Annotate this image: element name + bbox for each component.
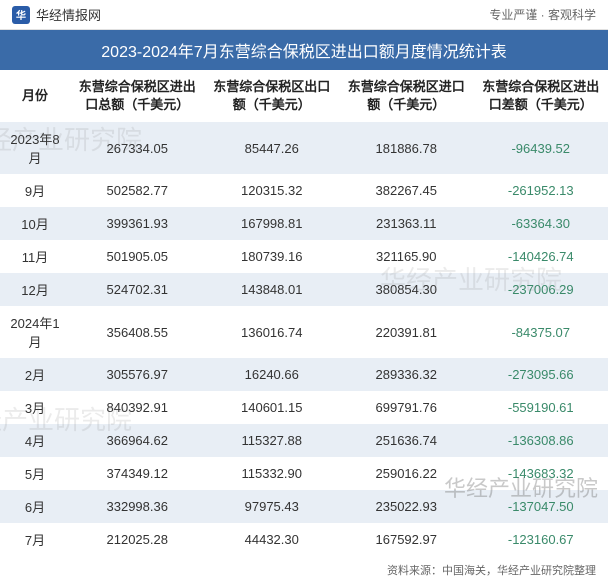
cell-import: 380854.30	[339, 273, 474, 306]
cell-total: 374349.12	[70, 457, 205, 490]
cell-import: 220391.81	[339, 306, 474, 358]
table-row: 5月374349.12115332.90259016.22-143683.32	[0, 457, 608, 490]
table-row: 7月212025.2844432.30167592.97-123160.67	[0, 523, 608, 556]
cell-export: 167998.81	[205, 207, 340, 240]
cell-diff: -559190.61	[474, 391, 608, 424]
source-text: 资料来源：中国海关，华经产业研究院整理	[0, 556, 608, 582]
cell-total: 356408.55	[70, 306, 205, 358]
top-bar: 华 华经情报网 专业严谨 · 客观科学	[0, 0, 608, 30]
logo-icon: 华	[12, 6, 30, 24]
cell-diff: -136308.86	[474, 424, 608, 457]
data-table: 月份 东营综合保税区进出口总额（千美元） 东营综合保税区出口额（千美元） 东营综…	[0, 70, 608, 556]
cell-total: 502582.77	[70, 174, 205, 207]
table-row: 2月305576.9716240.66289336.32-273095.66	[0, 358, 608, 391]
col-total: 东营综合保税区进出口总额（千美元）	[70, 70, 205, 122]
cell-total: 501905.05	[70, 240, 205, 273]
cell-diff: -123160.67	[474, 523, 608, 556]
top-left: 华 华经情报网	[12, 5, 101, 24]
cell-import: 259016.22	[339, 457, 474, 490]
cell-total: 267334.05	[70, 122, 205, 174]
cell-import: 699791.76	[339, 391, 474, 424]
cell-import: 289336.32	[339, 358, 474, 391]
cell-diff: -96439.52	[474, 122, 608, 174]
cell-export: 115332.90	[205, 457, 340, 490]
table-row: 2023年8月267334.0585447.26181886.78-96439.…	[0, 122, 608, 174]
cell-month: 5月	[0, 457, 70, 490]
table-row: 10月399361.93167998.81231363.11-63364.30	[0, 207, 608, 240]
table-header-row: 月份 东营综合保税区进出口总额（千美元） 东营综合保税区出口额（千美元） 东营综…	[0, 70, 608, 122]
cell-import: 321165.90	[339, 240, 474, 273]
col-export: 东营综合保税区出口额（千美元）	[205, 70, 340, 122]
cell-month: 3月	[0, 391, 70, 424]
col-import: 东营综合保税区进口额（千美元）	[339, 70, 474, 122]
cell-month: 7月	[0, 523, 70, 556]
cell-month: 6月	[0, 490, 70, 523]
cell-export: 16240.66	[205, 358, 340, 391]
table-row: 12月524702.31143848.01380854.30-237006.29	[0, 273, 608, 306]
table-row: 11月501905.05180739.16321165.90-140426.74	[0, 240, 608, 273]
cell-diff: -84375.07	[474, 306, 608, 358]
table-row: 3月840392.91140601.15699791.76-559190.61	[0, 391, 608, 424]
col-diff: 东营综合保税区进出口差额（千美元）	[474, 70, 608, 122]
table-row: 9月502582.77120315.32382267.45-261952.13	[0, 174, 608, 207]
cell-month: 2024年1月	[0, 306, 70, 358]
cell-month: 12月	[0, 273, 70, 306]
cell-total: 524702.31	[70, 273, 205, 306]
cell-export: 180739.16	[205, 240, 340, 273]
cell-diff: -137047.50	[474, 490, 608, 523]
cell-diff: -237006.29	[474, 273, 608, 306]
page-title: 2023-2024年7月东营综合保税区进出口额月度情况统计表	[0, 30, 608, 70]
cell-month: 4月	[0, 424, 70, 457]
cell-export: 120315.32	[205, 174, 340, 207]
cell-diff: -63364.30	[474, 207, 608, 240]
cell-total: 366964.62	[70, 424, 205, 457]
cell-diff: -261952.13	[474, 174, 608, 207]
cell-month: 2月	[0, 358, 70, 391]
cell-export: 44432.30	[205, 523, 340, 556]
cell-diff: -273095.66	[474, 358, 608, 391]
cell-import: 382267.45	[339, 174, 474, 207]
col-month: 月份	[0, 70, 70, 122]
cell-month: 9月	[0, 174, 70, 207]
cell-total: 212025.28	[70, 523, 205, 556]
cell-month: 10月	[0, 207, 70, 240]
table-body: 2023年8月267334.0585447.26181886.78-96439.…	[0, 122, 608, 556]
cell-export: 143848.01	[205, 273, 340, 306]
table-row: 4月366964.62115327.88251636.74-136308.86	[0, 424, 608, 457]
cell-import: 167592.97	[339, 523, 474, 556]
cell-total: 305576.97	[70, 358, 205, 391]
cell-total: 399361.93	[70, 207, 205, 240]
cell-import: 181886.78	[339, 122, 474, 174]
cell-export: 97975.43	[205, 490, 340, 523]
cell-import: 251636.74	[339, 424, 474, 457]
site-slogan: 专业严谨 · 客观科学	[489, 6, 596, 23]
cell-import: 231363.11	[339, 207, 474, 240]
table-container: 月份 东营综合保税区进出口总额（千美元） 东营综合保税区出口额（千美元） 东营综…	[0, 70, 608, 556]
table-row: 2024年1月356408.55136016.74220391.81-84375…	[0, 306, 608, 358]
site-name: 华经情报网	[36, 5, 101, 24]
cell-export: 85447.26	[205, 122, 340, 174]
cell-export: 136016.74	[205, 306, 340, 358]
cell-export: 115327.88	[205, 424, 340, 457]
cell-import: 235022.93	[339, 490, 474, 523]
cell-total: 840392.91	[70, 391, 205, 424]
cell-month: 11月	[0, 240, 70, 273]
cell-export: 140601.15	[205, 391, 340, 424]
table-row: 6月332998.3697975.43235022.93-137047.50	[0, 490, 608, 523]
cell-month: 2023年8月	[0, 122, 70, 174]
cell-diff: -143683.32	[474, 457, 608, 490]
cell-diff: -140426.74	[474, 240, 608, 273]
cell-total: 332998.36	[70, 490, 205, 523]
